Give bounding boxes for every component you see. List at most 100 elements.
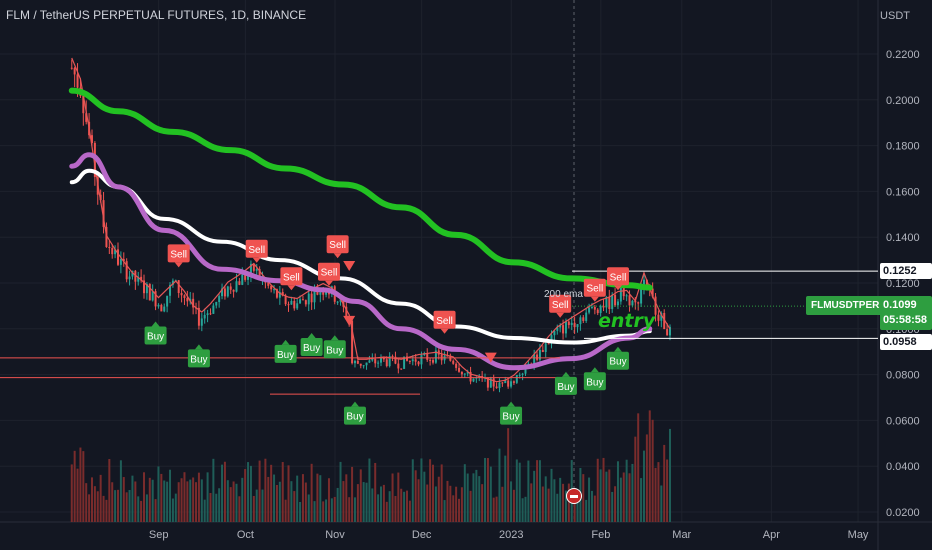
candle-body [221,288,224,297]
upper-level-tag: 0.1252 [880,263,932,279]
candle-body [492,378,495,387]
candle-body [255,269,258,271]
volume-bar [625,459,628,522]
volume-bar [93,486,96,522]
volume-bar [99,474,102,522]
volume-bar [284,499,287,522]
earnings-icon[interactable] [566,488,582,504]
candle-body [579,317,582,325]
x-tick-label: Apr [763,529,780,541]
volume-bar [134,481,137,522]
volume-bar [348,497,351,522]
y-tick-label: 0.1200 [886,278,920,290]
lower-level-tag: 0.0958 [880,334,932,350]
candle-body [85,113,88,122]
volume-bar [536,460,539,522]
volume-bar [429,459,432,522]
candle-body [512,381,515,383]
y-tick-label: 0.0800 [886,370,920,382]
candle-body [169,284,172,296]
y-tick-label: 0.2000 [886,95,920,107]
volume-bar [362,482,365,522]
volume-bar [223,461,226,522]
candle-body [411,359,414,362]
candle-body [550,335,553,344]
candle-body [394,356,397,364]
volume-bar [171,498,174,522]
signal-label: Buy [277,350,294,361]
candle-body [128,276,131,280]
volume-bar [131,475,134,522]
candle-body [160,304,163,312]
candle-body [637,302,640,304]
buy-signal: Buy [606,346,629,370]
volume-bar [186,481,189,522]
sell-signal: Sell [606,267,629,291]
sell-signal: Sell [280,267,303,291]
volume-bar [218,488,221,522]
signal-pointer [324,280,333,286]
candle-body [322,292,325,295]
volume-bar [449,485,452,522]
volume-bar [559,477,562,522]
volume-bar [212,458,215,522]
volume-bar [140,500,143,522]
volume-bar [406,490,408,522]
candle-body [284,295,287,305]
candle-body [218,296,221,303]
volume-bar [359,469,362,522]
candle-body [200,318,203,326]
volume-bar [518,462,521,522]
volume-bar [585,499,588,522]
candle-body [434,350,437,363]
grid [0,0,878,522]
candle-body [171,280,174,285]
x-tick-label: 2023 [499,529,523,541]
candle-body [345,306,348,319]
candle-body [273,289,276,291]
volume-bar [377,494,380,522]
volume-bar [590,490,593,522]
candle-body [325,291,328,295]
signal-pointer [613,346,622,352]
candle-body [455,363,458,368]
signal-box [583,372,606,391]
thin-ma-line [71,57,671,383]
ema200-line [68,87,653,291]
volume-bar [391,473,394,522]
volume-bar [660,485,663,522]
volume-bar [443,500,446,522]
volume-bar [281,462,284,522]
volume-bar [642,450,645,522]
candle-body [105,226,108,248]
volume-bar [119,460,122,522]
buy-signal: Buy [187,344,210,368]
signal-pointer [556,312,565,318]
volume-bar [244,469,247,522]
candle-body [605,296,608,308]
candle-body [258,269,261,280]
candle-body [553,330,556,336]
volume-bar [108,459,111,522]
volume-bar [472,473,475,522]
candle-body [368,360,371,363]
candle-body [339,299,342,302]
candle-body [365,362,368,366]
buy-signal: Buy [583,367,606,391]
volume-bar [278,481,281,522]
volume-bar [414,470,417,522]
y-tick-label: 0.0600 [886,415,920,427]
volume-bar [371,488,374,522]
candle-body [131,270,134,277]
volume-bar [368,458,371,522]
candle-body [616,301,619,306]
candle-body [154,291,157,307]
volume-bar [640,478,643,522]
signal-pointer [350,401,359,407]
x-tick-label: May [848,529,869,541]
candle-body [359,363,362,366]
purple-ma-line [69,152,653,371]
signal-box [606,267,629,286]
volume-bar [622,472,625,522]
